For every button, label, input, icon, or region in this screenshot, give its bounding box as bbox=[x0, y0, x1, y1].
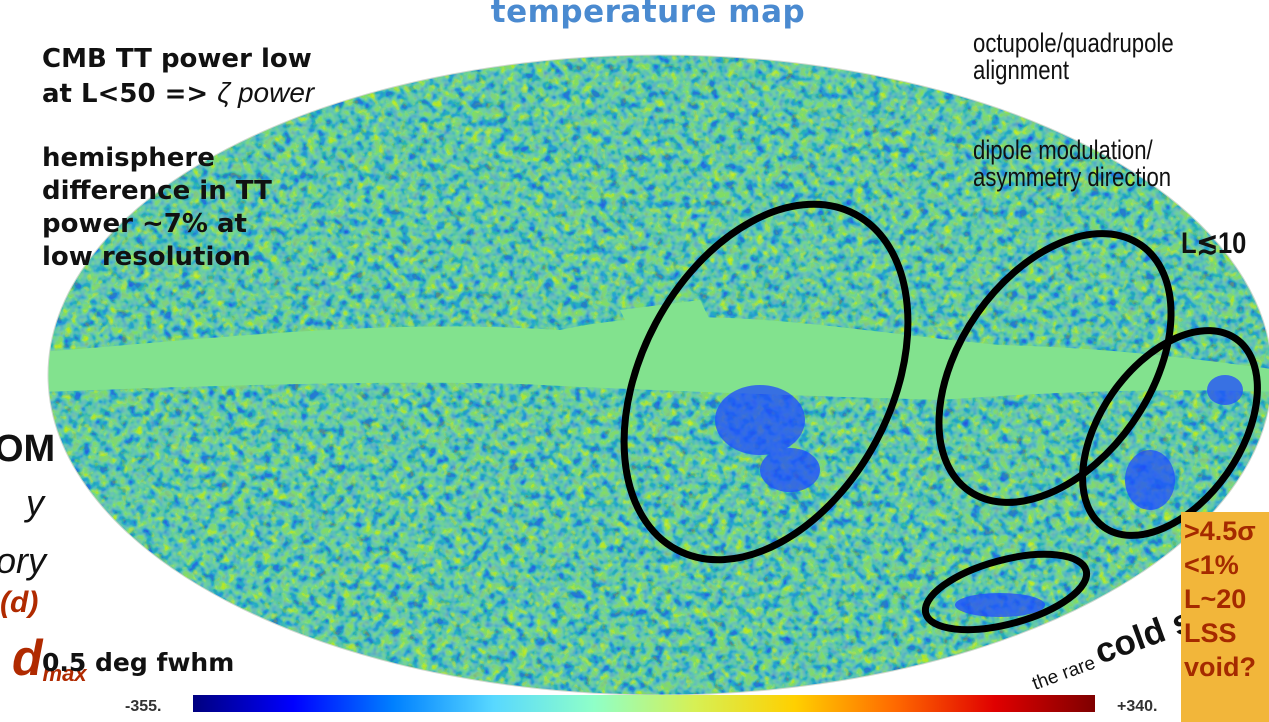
sigma-line-3: L~20 bbox=[1184, 584, 1247, 614]
sigma-line-4: LSS bbox=[1184, 618, 1237, 648]
map-title: temperature map bbox=[490, 0, 806, 30]
alignment-line1: octupole/quadrupole bbox=[973, 28, 1174, 58]
cold-spot-prefix: the rare bbox=[1030, 653, 1099, 695]
cut-text-d: (d) bbox=[0, 586, 39, 619]
hemisphere-line-4: low resolution bbox=[42, 242, 251, 272]
sigma-line-2: <1% bbox=[1184, 550, 1239, 580]
ring-dipole bbox=[1079, 327, 1261, 539]
anomaly-rings bbox=[620, 200, 1261, 634]
dipole-note: dipole modulation/ asymmetry direction bbox=[973, 137, 1171, 191]
cold-regions bbox=[715, 375, 1243, 617]
galactic-mask bbox=[48, 317, 1269, 400]
alignment-note: octupole/quadrupole alignment bbox=[973, 30, 1174, 84]
power-note-line2: at L<50 => ζ power bbox=[42, 76, 314, 111]
alignment-line2: alignment bbox=[973, 55, 1070, 85]
colorbar-min-label: -355. bbox=[125, 698, 161, 712]
power-note-italic: ζ power bbox=[217, 77, 315, 108]
hemisphere-note: hemisphere difference in TT power ~7% at… bbox=[42, 142, 272, 274]
colorbar-max-label: +340. bbox=[1117, 698, 1157, 712]
cut-text-ory: ory bbox=[0, 540, 47, 581]
resolution-label: 0.5 deg fwhm bbox=[42, 648, 235, 677]
cut-text-y: y bbox=[26, 482, 44, 523]
hemisphere-line-3: power ~7% at bbox=[42, 209, 247, 239]
dipole-line1: dipole modulation/ bbox=[973, 135, 1153, 165]
dipole-line2: asymmetry direction bbox=[973, 162, 1172, 192]
cut-text-om: OM bbox=[0, 428, 56, 470]
colorbar-gradient bbox=[193, 695, 1095, 712]
power-note-prefix: at L<50 => bbox=[42, 79, 218, 109]
sigma-line-5: void? bbox=[1184, 652, 1256, 682]
l-limit-label: L≲10 bbox=[1181, 227, 1247, 260]
significance-box: >4.5σ <1% L~20 LSS void? bbox=[1181, 512, 1269, 722]
ring-cold-region bbox=[620, 200, 912, 564]
ring-alignment bbox=[935, 230, 1175, 506]
hemisphere-line-1: hemisphere bbox=[42, 143, 215, 173]
colorbar bbox=[193, 695, 1095, 712]
cut-text-dmax: dmax bbox=[12, 628, 87, 704]
hemisphere-line-2: difference in TT bbox=[42, 176, 272, 206]
power-note: CMB TT power low at L<50 => ζ power bbox=[42, 43, 314, 111]
dmax-main: d bbox=[12, 630, 43, 686]
ring-cold-spot bbox=[921, 550, 1091, 634]
sigma-line-1: >4.5σ bbox=[1184, 516, 1256, 546]
dmax-sub: max bbox=[42, 661, 87, 686]
power-note-line1: CMB TT power low bbox=[42, 44, 312, 74]
